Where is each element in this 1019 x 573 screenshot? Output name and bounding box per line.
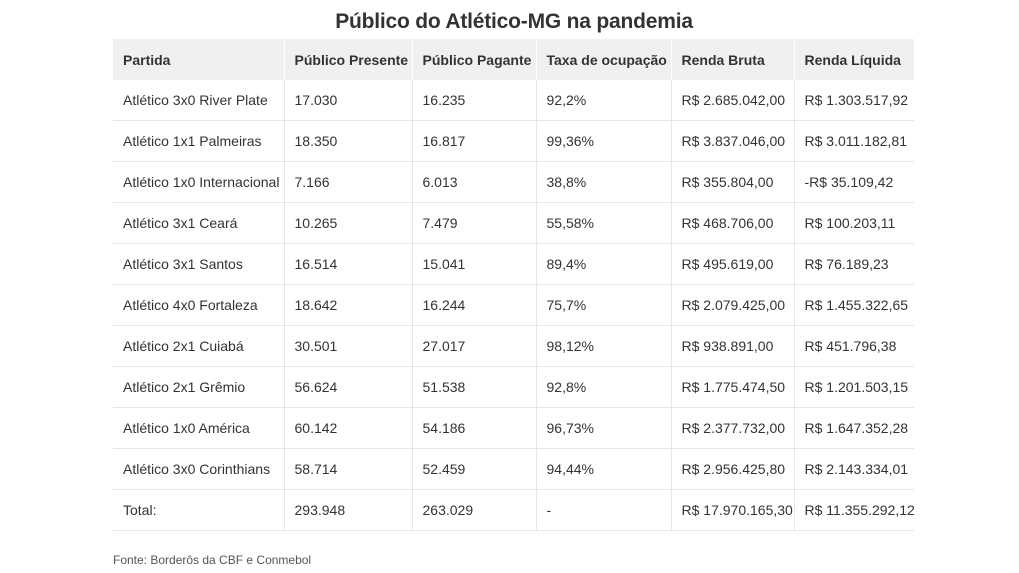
table-row: Atlético 1x0 Internacional 7.166 6.013 38,8…: [113, 161, 914, 203]
table-cell: Atlético 1x0 Internacional: [113, 161, 285, 203]
total-cell: Total:: [113, 489, 285, 531]
table-cell: 15.041: [412, 243, 537, 285]
column-header: Partida: [113, 39, 285, 80]
table-title: Público do Atlético-MG na pandemia: [335, 10, 693, 33]
table-cell: R$ 3.837.046,00: [671, 120, 795, 162]
table-cell: 56.624: [284, 366, 413, 408]
table-cell: R$ 1.455.322,65: [794, 284, 914, 326]
table-cell: R$ 2.079.425,00: [671, 284, 795, 326]
table-row: Atlético 3x0 Corinthians 58.714 52.459 94,4…: [113, 448, 914, 490]
table-cell: 16.514: [284, 243, 413, 285]
table-cell: 16.244: [412, 284, 537, 326]
table-cell: R$ 1.303.517,92: [794, 80, 914, 121]
table-cell: 7.166: [284, 161, 413, 203]
total-cell: 293.948: [284, 489, 413, 531]
table-cell: Atlético 3x1 Ceará: [113, 202, 285, 244]
table-cell: 55,58%: [536, 202, 672, 244]
source-note: Fonte: Borderôs da CBF e Conmebol: [113, 553, 312, 567]
table-cell: R$ 76.189,23: [794, 243, 914, 285]
table-cell: R$ 2.956.425,80: [671, 448, 795, 490]
table-row: Atlético 2x1 Cuiabá 30.501 27.017 98,12% R$ …: [113, 325, 914, 367]
table-row: Atlético 4x0 Fortaleza 18.642 16.244 75,7% R…: [113, 284, 914, 326]
table-cell: 75,7%: [536, 284, 672, 326]
total-cell: -: [536, 489, 672, 531]
table-cell: Atlético 1x1 Palmeiras: [113, 120, 285, 162]
table-row: Atlético 3x1 Santos 16.514 15.041 89,4% R$ 4…: [113, 243, 914, 285]
table-cell: Atlético 3x0 Corinthians: [113, 448, 285, 490]
table-cell: R$ 2.143.334,01: [794, 448, 914, 490]
table-cell: 27.017: [412, 325, 537, 367]
table-row: Atlético 3x0 River Plate 17.030 16.235 92,2…: [113, 80, 914, 121]
table-cell: 96,73%: [536, 407, 672, 449]
table-cell: Atlético 3x0 River Plate: [113, 80, 285, 121]
table-cell: Atlético 2x1 Grêmio: [113, 366, 285, 408]
table-cell: 51.538: [412, 366, 537, 408]
table-cell: 99,36%: [536, 120, 672, 162]
table-cell: 16.817: [412, 120, 537, 162]
column-header: Público Presente: [284, 39, 413, 80]
table-cell: 6.013: [412, 161, 537, 203]
total-cell: R$ 11.355.292,12: [794, 489, 915, 531]
table-cell: 10.265: [284, 202, 413, 244]
table-cell: Atlético 2x1 Cuiabá: [113, 325, 285, 367]
table-row: Atlético 1x1 Palmeiras 18.350 16.817 99,36%…: [113, 120, 914, 162]
table-cell: R$ 468.706,00: [671, 202, 795, 244]
table-cell: 94,44%: [536, 448, 672, 490]
table-cell: 92,2%: [536, 80, 672, 121]
table-row: Atlético 3x1 Ceará 10.265 7.479 55,58% R$ 46…: [113, 202, 914, 244]
table-cell: 54.186: [412, 407, 537, 449]
table-cell: R$ 1.775.474,50: [671, 366, 795, 408]
table-cell: 38,8%: [536, 161, 672, 203]
table-cell: 52.459: [412, 448, 537, 490]
column-header: Renda Bruta: [671, 39, 795, 80]
column-header: Público Pagante: [412, 39, 537, 80]
table-cell: 92,8%: [536, 366, 672, 408]
table-cell: 18.642: [284, 284, 413, 326]
table-cell: -R$ 35.109,42: [794, 161, 914, 203]
total-row: Total: 293.948 263.029- R$ 17.970.165,30 R$ …: [113, 489, 915, 531]
table-cell: R$ 2.685.042,00: [671, 80, 795, 121]
table-cell: R$ 100.203,11: [794, 202, 914, 244]
table-cell: 7.479: [412, 202, 537, 244]
table-cell: Atlético 3x1 Santos: [113, 243, 285, 285]
table-cell: R$ 3.011.182,81: [794, 120, 914, 162]
table-cell: R$ 2.377.732,00: [671, 407, 795, 449]
table-cell: 89,4%: [536, 243, 672, 285]
table-cell: R$ 1.647.352,28: [794, 407, 914, 449]
table-cell: R$ 938.891,00: [671, 325, 795, 367]
table-cell: R$ 495.619,00: [671, 243, 795, 285]
table-header: Partida Público Presente Público Pagante Ta…: [113, 39, 914, 80]
table-cell: 98,12%: [536, 325, 672, 367]
table-cell: 30.501: [284, 325, 413, 367]
table-cell: 60.142: [284, 407, 413, 449]
table-cell: 58.714: [284, 448, 413, 490]
table-cell: 16.235: [412, 80, 537, 121]
table-cell: Atlético 1x0 América: [113, 407, 285, 449]
table-cell: R$ 451.796,38: [794, 325, 914, 367]
total-cell: R$ 17.970.165,30: [671, 489, 795, 531]
header-row: Partida Público Presente Público Pagante Ta…: [113, 39, 914, 80]
column-header: Taxa de ocupação: [536, 39, 672, 80]
table-cell: R$ 1.201.503,15: [794, 366, 914, 408]
table-body: Atlético 3x0 River Plate 17.030 16.235 92,2…: [113, 80, 915, 531]
table-cell: Atlético 4x0 Fortaleza: [113, 284, 285, 326]
table-row: Atlético 1x0 América 60.142 54.186 96,73% R$…: [113, 407, 914, 449]
attendance-table: Partida Público Presente Público Pagante Ta…: [113, 39, 915, 531]
table-cell: R$ 355.804,00: [671, 161, 795, 203]
table-row: Atlético 2x1 Grêmio 56.624 51.538 92,8% R$ 1…: [113, 366, 914, 408]
total-cell: 263.029: [412, 489, 537, 531]
column-header: Renda Líquida: [794, 39, 914, 80]
table-cell: 17.030: [284, 80, 413, 121]
table-cell: 18.350: [284, 120, 413, 162]
